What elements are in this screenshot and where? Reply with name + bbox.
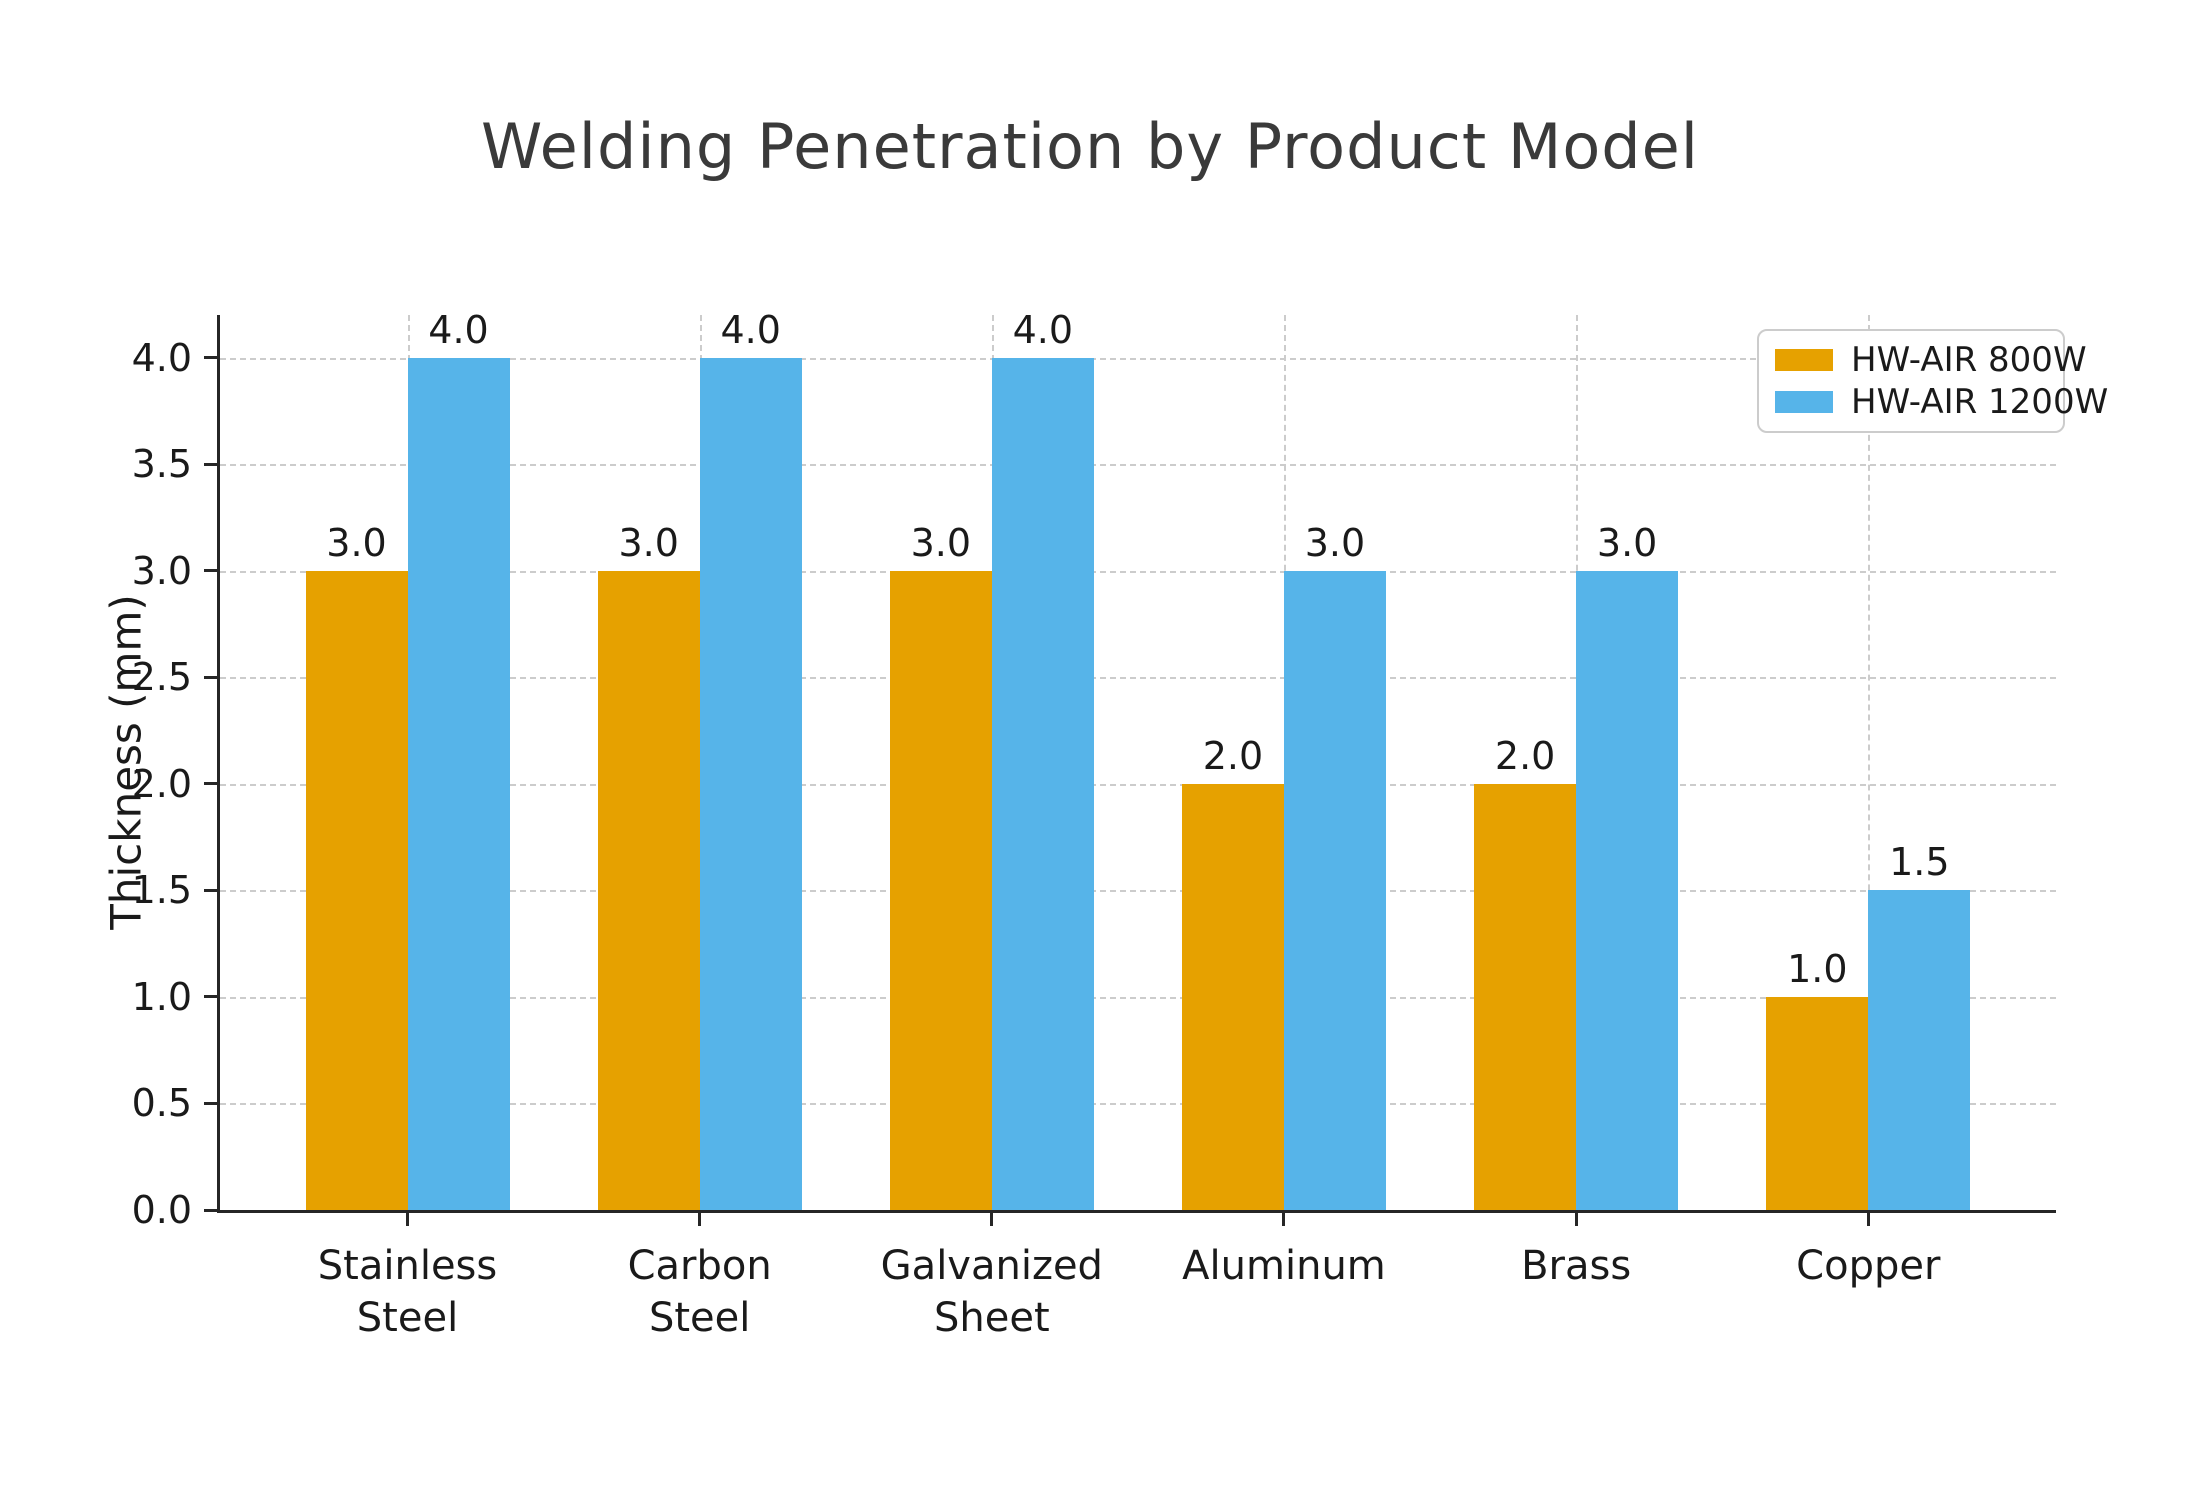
y-axis-spine bbox=[217, 315, 220, 1213]
bar bbox=[1283, 570, 1386, 1210]
bar-value-label: 4.0 bbox=[720, 307, 781, 352]
bar-value-label: 3.0 bbox=[618, 520, 679, 565]
y-tick-label: 0.0 bbox=[131, 1188, 192, 1232]
horizontal-gridline bbox=[220, 890, 2056, 893]
bar bbox=[1868, 890, 1971, 1210]
bar bbox=[1766, 996, 1869, 1210]
x-tick-label: Stainless Steel bbox=[317, 1243, 498, 1341]
y-tick-mark bbox=[204, 1208, 218, 1212]
bar bbox=[407, 357, 510, 1210]
x-tick-label: Carbon Steel bbox=[627, 1243, 772, 1341]
x-tick-mark bbox=[406, 1212, 409, 1226]
bar bbox=[889, 570, 992, 1210]
chart-title: Welding Penetration by Product Model bbox=[480, 110, 1700, 183]
bar bbox=[1474, 783, 1577, 1210]
y-tick-label: 2.0 bbox=[131, 761, 192, 806]
x-tick-mark bbox=[990, 1212, 994, 1226]
x-tick-mark bbox=[1282, 1212, 1286, 1226]
y-tick-label: 0.5 bbox=[131, 1081, 192, 1126]
x-tick-mark bbox=[1866, 1212, 1870, 1226]
bar-value-label: 1.0 bbox=[1787, 946, 1848, 991]
x-tick-label: Galvanized Sheet bbox=[880, 1243, 1103, 1341]
bar-value-label: 2.0 bbox=[1494, 733, 1556, 778]
bar-value-label: 4.0 bbox=[428, 307, 489, 352]
bar-value-label: 3.0 bbox=[1596, 520, 1658, 565]
horizontal-gridline bbox=[220, 464, 2056, 467]
legend-item: HW-AIR 800W bbox=[1775, 340, 2087, 380]
horizontal-gridline bbox=[220, 357, 2056, 360]
y-tick-label: 4.0 bbox=[131, 335, 192, 380]
legend-label: HW-AIR 800W bbox=[1851, 340, 2087, 380]
y-tick-label: 1.5 bbox=[131, 868, 192, 913]
vertical-gridline bbox=[1868, 315, 1871, 1210]
x-tick-mark bbox=[698, 1212, 702, 1226]
horizontal-gridline bbox=[220, 996, 2056, 999]
bar-value-label: 3.0 bbox=[1304, 520, 1366, 565]
y-tick-mark bbox=[204, 995, 218, 999]
x-axis-spine bbox=[217, 1210, 2056, 1213]
bar-value-label: 2.0 bbox=[1202, 733, 1264, 778]
y-tick-mark bbox=[204, 782, 218, 786]
x-tick-mark bbox=[1574, 1212, 1578, 1226]
x-tick-label: Aluminum bbox=[1182, 1243, 1386, 1289]
bar bbox=[597, 570, 700, 1210]
bar bbox=[1181, 783, 1284, 1210]
legend-swatch bbox=[1775, 349, 1833, 371]
x-tick-label: Brass bbox=[1521, 1243, 1632, 1289]
bar bbox=[1576, 570, 1679, 1210]
bar bbox=[991, 357, 1094, 1210]
bar-value-label: 4.0 bbox=[1012, 307, 1074, 352]
horizontal-gridline bbox=[220, 570, 2056, 573]
bar-value-label: 3.0 bbox=[326, 520, 387, 565]
y-tick-label: 3.0 bbox=[131, 548, 192, 593]
horizontal-gridline bbox=[220, 677, 2056, 680]
bar bbox=[699, 357, 802, 1210]
horizontal-gridline bbox=[220, 783, 2056, 786]
y-tick-mark bbox=[204, 356, 218, 360]
y-tick-mark bbox=[204, 462, 218, 466]
y-tick-mark bbox=[204, 675, 218, 679]
y-tick-label: 1.0 bbox=[131, 974, 192, 1019]
y-tick-mark bbox=[204, 1101, 218, 1105]
y-tick-mark bbox=[204, 888, 218, 892]
y-tick-label: 2.5 bbox=[131, 655, 192, 700]
x-tick-label: Copper bbox=[1796, 1243, 1941, 1289]
plot-area: 3.0 3.0 3.0 2.0 2.0 1.0 4.0 4.0 4.0 3.0 3.0 1.5 bbox=[220, 310, 2056, 1210]
legend-item: HW-AIR 1200W bbox=[1775, 382, 2108, 422]
legend-swatch bbox=[1775, 391, 1833, 413]
legend-label: HW-AIR 1200W bbox=[1851, 382, 2109, 422]
bar bbox=[305, 570, 408, 1210]
bar-value-label: 1.5 bbox=[1889, 840, 1950, 885]
bar-value-label: 3.0 bbox=[910, 520, 972, 565]
legend: HW-AIR 800W HW-AIR 1200W bbox=[1757, 329, 2108, 433]
horizontal-gridline bbox=[220, 1103, 2056, 1106]
y-tick-label: 3.5 bbox=[131, 442, 192, 487]
y-tick-mark bbox=[204, 569, 218, 573]
